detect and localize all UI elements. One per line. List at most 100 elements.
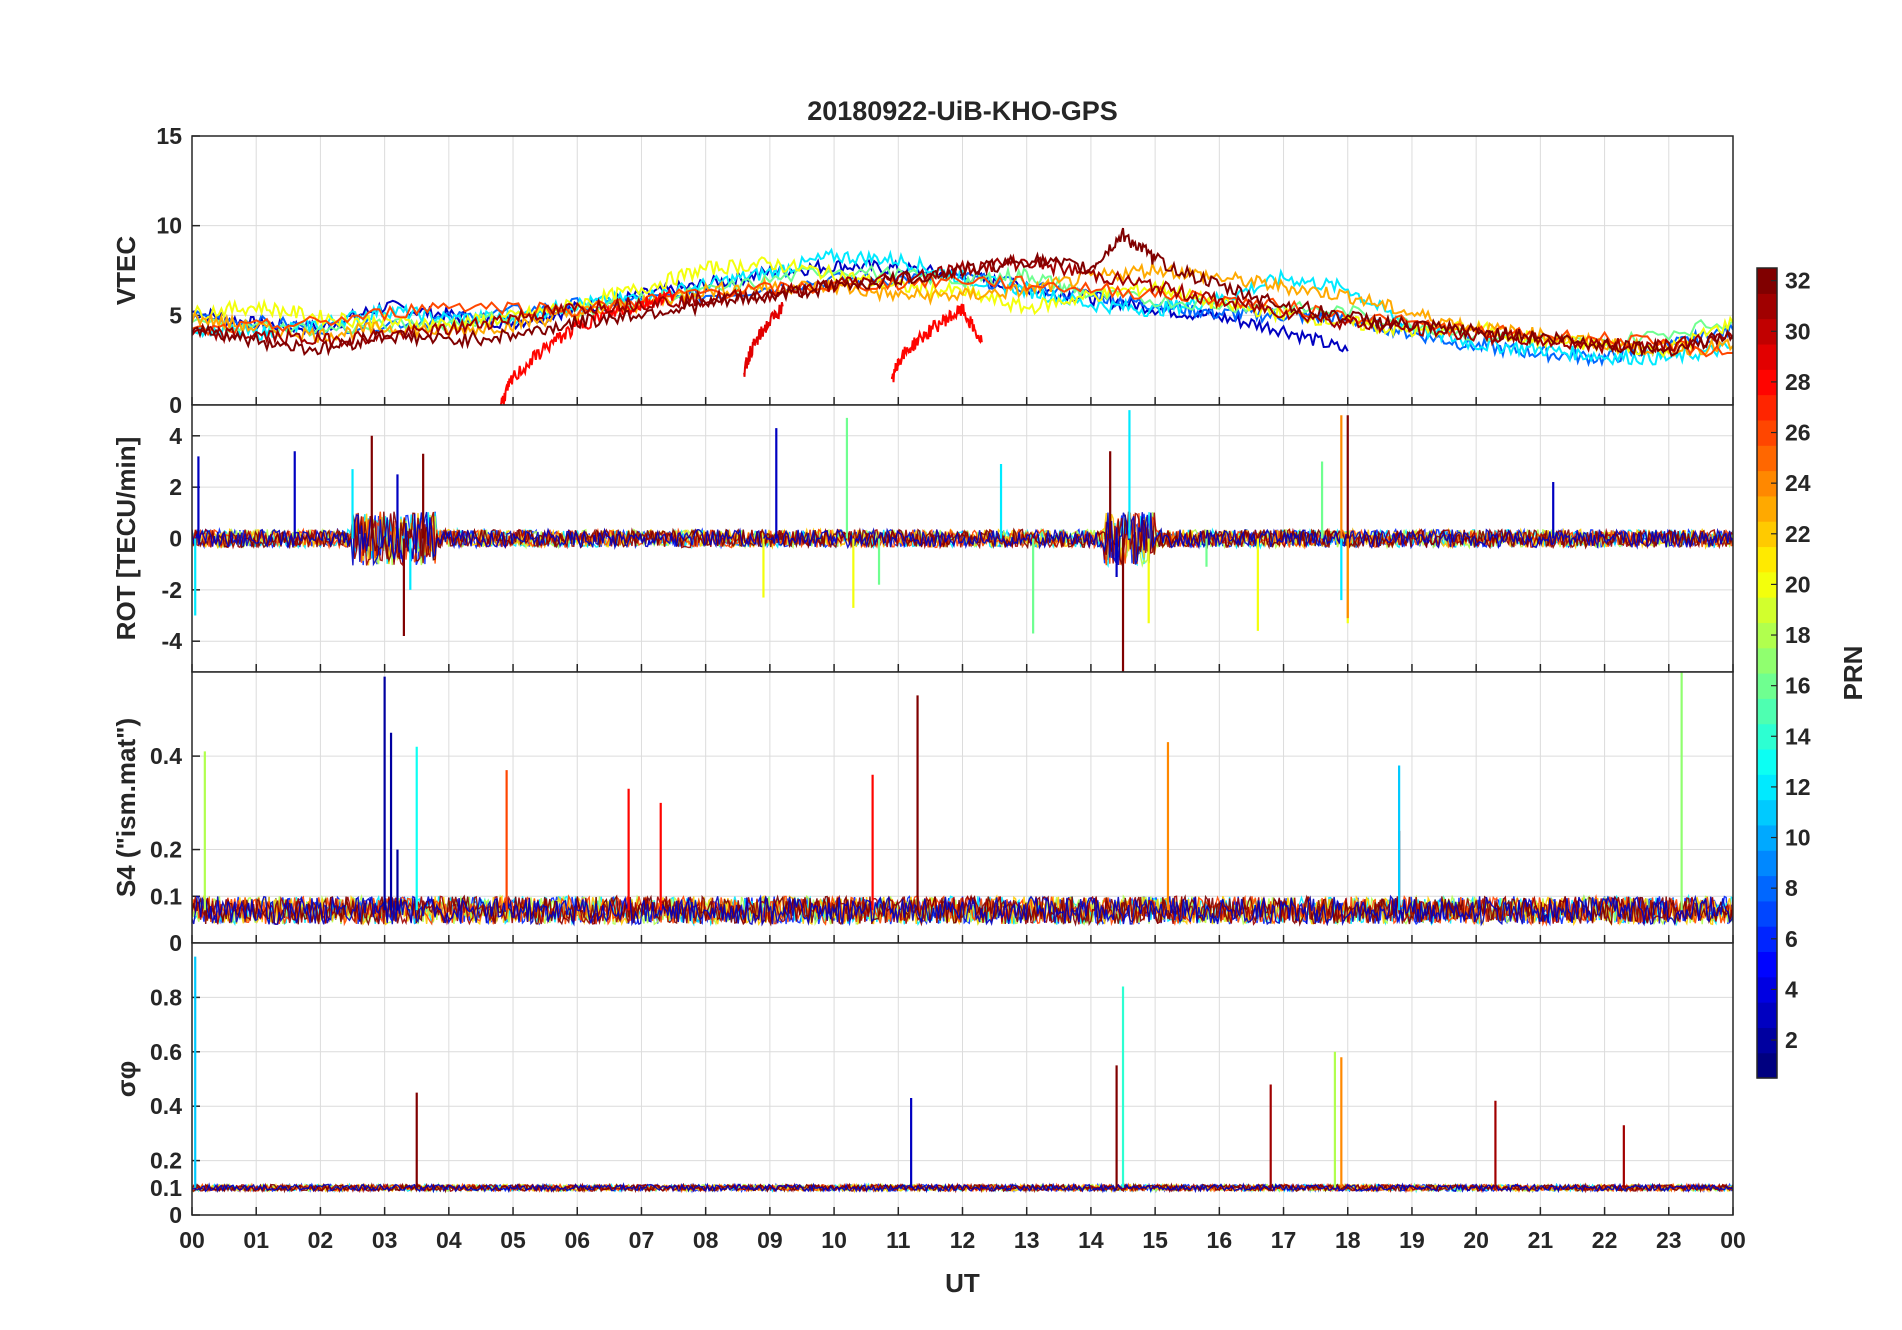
x-tick-label: 16 — [1207, 1227, 1233, 1253]
colorbar-segment — [1757, 419, 1777, 446]
panel-4: 00.10.2 0.4 0.6 0.8 σφ — [111, 942, 1734, 1228]
y-tick-label: 0 — [169, 392, 182, 418]
series-line — [192, 894, 1733, 927]
colorbar-segment — [1757, 343, 1777, 370]
colorbar-tick-label: 16 — [1785, 673, 1811, 699]
panel-frame — [191, 942, 1734, 1216]
x-tick-label: 02 — [308, 1227, 334, 1253]
colorbar-tick-label: 2 — [1785, 1027, 1798, 1053]
series-line — [192, 1182, 1733, 1194]
colorbar-segment — [1757, 268, 1777, 294]
x-tick-label: 09 — [757, 1227, 783, 1253]
y-tick-label: -4 — [162, 628, 183, 654]
x-tick-label: 13 — [1014, 1227, 1040, 1253]
x-tick-label: 00 — [179, 1227, 205, 1253]
colorbar-segment — [1757, 824, 1777, 851]
colorbar-segment — [1757, 470, 1777, 497]
colorbar-segment — [1757, 1052, 1777, 1079]
y-tick-label: 0.6 — [150, 1039, 182, 1065]
colorbar-tick-label: 12 — [1785, 774, 1811, 800]
series-line — [192, 253, 1733, 356]
x-tick-label: 12 — [950, 1227, 976, 1253]
series-line — [192, 247, 1733, 366]
colorbar-tick-label: 32 — [1785, 268, 1811, 294]
y-tick-label: 0 — [169, 930, 182, 956]
panel-data — [192, 410, 1733, 672]
colorbar-tick-label: 6 — [1785, 926, 1798, 952]
x-tick-label: 20 — [1463, 1227, 1489, 1253]
colorbar-segment — [1757, 546, 1777, 573]
colorbar-segment — [1757, 698, 1777, 725]
colorbar-label: PRN — [1838, 646, 1868, 701]
panel-2: -4 -2 0 2 4 ROT [TECU/min] — [111, 404, 1734, 673]
panel-data — [192, 956, 1733, 1194]
colorbar-segment — [1757, 293, 1777, 320]
x-axis-tick-labels: 00 01 02 03 04 05 06 07 08 09 10 11 12 13 14 15 16 17 18 19… — [179, 1227, 1746, 1253]
y-tick-label: 0.1 — [150, 883, 182, 909]
colorbar-tick-label: 26 — [1785, 420, 1811, 446]
x-tick-label: 10 — [821, 1227, 847, 1253]
x-tick-label: 06 — [564, 1227, 590, 1253]
panel-data — [192, 227, 1733, 405]
colorbar-segment — [1757, 445, 1777, 472]
x-tick-label: 00 — [1720, 1227, 1746, 1253]
colorbar-segment — [1757, 495, 1777, 522]
y-tick-label: 10 — [156, 213, 182, 239]
series-line — [192, 511, 1733, 567]
colorbar-segment — [1757, 571, 1777, 598]
colorbar-tick-label: 14 — [1785, 723, 1811, 749]
series-line — [192, 227, 1733, 358]
series-line — [192, 894, 1733, 926]
y-tick-label: 0 — [169, 1202, 182, 1228]
x-tick-label: 05 — [500, 1227, 526, 1253]
y-tick-label: 0.4 — [150, 1093, 182, 1119]
colorbar-segment — [1757, 774, 1777, 801]
colorbar-segment — [1757, 875, 1777, 902]
colorbar-tick-label: 10 — [1785, 825, 1811, 851]
x-tick-label: 21 — [1528, 1227, 1554, 1253]
colorbar-segment — [1757, 597, 1777, 623]
y-tick-label: 5 — [169, 302, 182, 328]
x-tick-label: 22 — [1592, 1227, 1618, 1253]
colorbar-segment — [1757, 976, 1777, 1003]
y-axis-label: S4 ("ism.mat") — [111, 718, 141, 897]
colorbar-segment — [1757, 369, 1777, 396]
y-tick-label: 0.2 — [150, 1148, 182, 1174]
colorbar-segment — [1757, 723, 1777, 750]
y-tick-label: 0.4 — [150, 743, 182, 769]
panel-data — [192, 672, 1733, 927]
colorbar-tick-label: 30 — [1785, 318, 1811, 344]
colorbar-segment — [1757, 926, 1777, 953]
x-tick-label: 01 — [243, 1227, 269, 1253]
series-line — [192, 894, 1733, 927]
colorbar-segment — [1757, 647, 1777, 674]
y-tick-label: 0.8 — [150, 984, 182, 1010]
x-tick-label: 11 — [886, 1227, 911, 1253]
colorbar-segment — [1757, 900, 1777, 927]
y-axis-label: VTEC — [111, 236, 141, 306]
colorbar-segment — [1757, 1027, 1777, 1054]
colorbar-tick-label: 18 — [1785, 622, 1811, 648]
colorbar-tick-label: 4 — [1785, 976, 1798, 1002]
colorbar-tick-label: 20 — [1785, 571, 1811, 597]
series-line — [192, 271, 1733, 358]
x-tick-label: 08 — [693, 1227, 719, 1253]
colorbar-tick-label: 24 — [1785, 470, 1811, 496]
y-axis-label: σφ — [111, 1061, 141, 1097]
x-tick-label: 15 — [1142, 1227, 1168, 1253]
colorbar-segment — [1757, 673, 1777, 699]
colorbar-segment — [1757, 951, 1777, 978]
colorbar-segment — [1757, 521, 1777, 548]
y-tick-label: 4 — [169, 423, 182, 449]
chart-title: 20180922-UiB-KHO-GPS — [807, 96, 1118, 126]
x-tick-label: 18 — [1335, 1227, 1361, 1253]
y-tick-label: -2 — [162, 577, 182, 603]
y-tick-label: 2 — [169, 474, 182, 500]
x-tick-label: 19 — [1399, 1227, 1425, 1253]
x-tick-label: 07 — [629, 1227, 655, 1253]
series-line — [192, 511, 1733, 566]
series-line — [192, 512, 1733, 569]
colorbar-frame — [1756, 267, 1778, 1079]
